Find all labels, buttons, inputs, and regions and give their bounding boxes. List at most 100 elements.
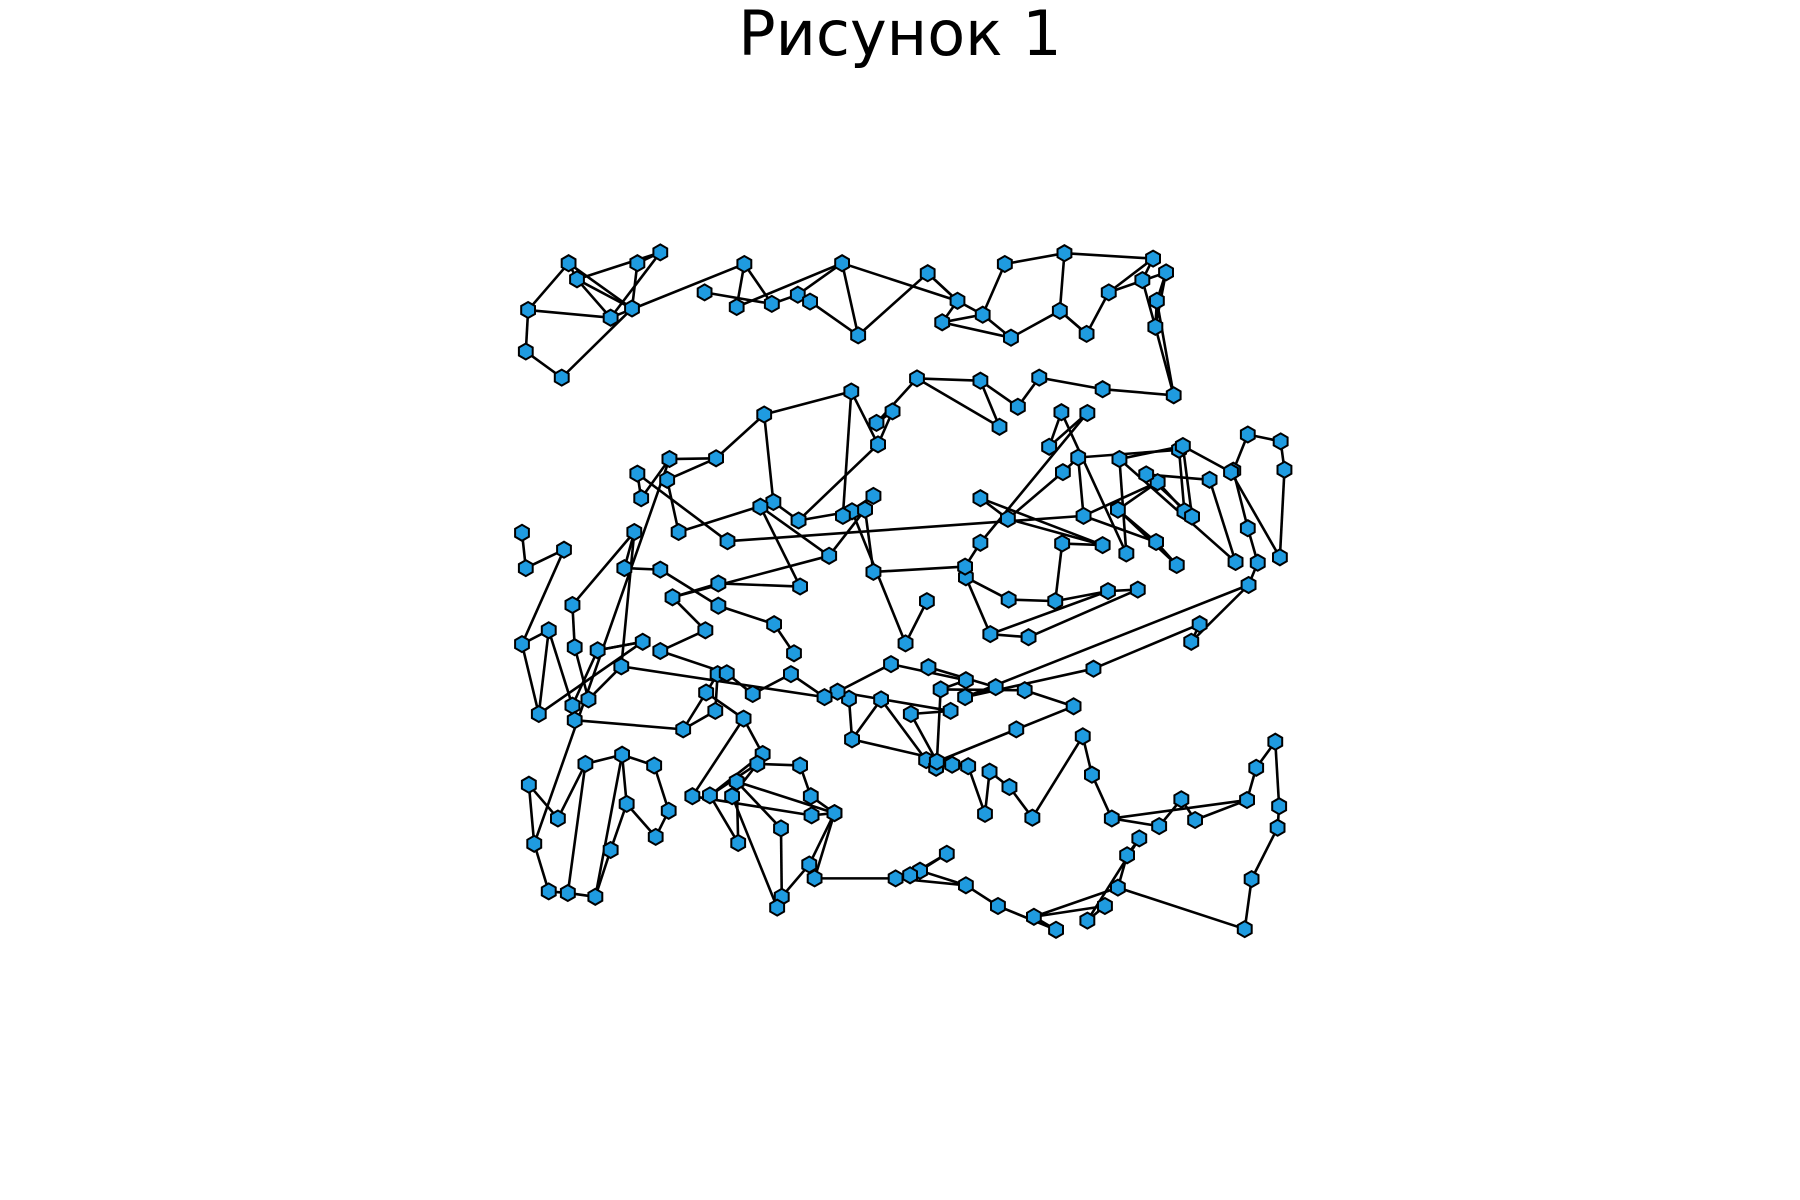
graph-node: [1100, 581, 1116, 601]
graph-node: [868, 413, 885, 433]
graph-edge: [1064, 251, 1154, 260]
graph-node: [1085, 659, 1102, 678]
graph-node: [990, 896, 1006, 916]
graph-node: [1165, 386, 1182, 405]
graph-edge: [857, 272, 929, 337]
graph-edge: [840, 262, 860, 336]
graph-node: [577, 754, 594, 774]
graph-edge: [1010, 309, 1061, 339]
graph-edge: [715, 413, 766, 460]
graph-node: [1183, 632, 1200, 651]
graph-edge: [1155, 300, 1175, 396]
graph-edge: [941, 321, 1012, 339]
graph-edge: [594, 754, 624, 898]
graph-node: [1009, 397, 1026, 416]
graph-node: [902, 866, 918, 885]
graph-node: [991, 417, 1008, 436]
graph-node: [1276, 460, 1293, 479]
graph-edge: [1055, 589, 1109, 603]
graph-node: [972, 533, 989, 552]
graph-edge: [841, 261, 958, 303]
graph-node: [803, 806, 820, 825]
graph-node: [675, 720, 692, 739]
graph-node: [1269, 818, 1286, 837]
graph-node: [1131, 829, 1148, 848]
graph-node: [883, 654, 899, 674]
graph-node: [708, 449, 724, 468]
graph-edge: [981, 263, 1007, 316]
graph-edge: [936, 728, 1017, 763]
graph-edge: [573, 646, 590, 700]
graph-node: [982, 624, 999, 644]
graph-node: [919, 264, 936, 283]
graph-node: [920, 658, 937, 677]
graph-node: [932, 680, 949, 699]
graph-node: [736, 254, 753, 274]
graph-node: [1110, 500, 1126, 519]
graph-edge: [850, 390, 880, 446]
graph-edge: [620, 531, 636, 667]
graph-edge: [1007, 517, 1103, 547]
graph-node: [647, 827, 664, 847]
graph-node: [944, 755, 961, 774]
graph-node: [1047, 591, 1064, 611]
graph-node: [756, 405, 773, 424]
graph-node: [540, 882, 557, 901]
graph-node: [698, 683, 715, 702]
graph-edge: [718, 582, 801, 588]
graph-node: [626, 522, 643, 542]
graph-node: [919, 591, 935, 611]
graph-node: [1168, 555, 1185, 575]
graph-node: [602, 840, 619, 860]
graph-node: [1243, 869, 1260, 889]
graph-node: [835, 506, 851, 526]
graph-node: [540, 621, 557, 640]
graph-edge: [979, 496, 1104, 547]
graph-node: [783, 664, 799, 684]
graph-edge: [717, 604, 775, 626]
graph-node: [850, 326, 867, 345]
graph-node: [792, 577, 808, 596]
graph-node: [614, 745, 630, 764]
graph-node: [559, 883, 576, 903]
graph-edge: [1250, 827, 1279, 880]
graph-edge: [797, 443, 879, 522]
graph-node: [957, 687, 973, 707]
graph-edge: [1107, 257, 1154, 294]
graph-node: [909, 369, 925, 388]
graph-node: [1138, 465, 1155, 484]
graph-node: [1201, 470, 1218, 489]
graph-edge: [1194, 798, 1248, 822]
graph-node: [1227, 552, 1244, 572]
graph-node: [1079, 403, 1096, 423]
graph-node: [1240, 575, 1257, 595]
graph-node: [942, 701, 959, 721]
graph-edge: [1177, 449, 1186, 512]
graph-node: [602, 308, 619, 327]
graph-edge: [1033, 886, 1119, 918]
graph-edge: [574, 718, 684, 731]
graph-edge: [808, 812, 836, 866]
graph-edge: [571, 531, 636, 606]
graph-node: [887, 869, 904, 888]
graph-edge: [1048, 411, 1089, 448]
graph-edge: [1060, 411, 1128, 555]
graph-node: [786, 644, 802, 663]
graph-edge: [1004, 251, 1065, 266]
graph-node: [520, 300, 536, 320]
graph-node: [1187, 810, 1203, 830]
graph-node: [834, 254, 850, 273]
graph-node: [652, 641, 669, 661]
graph-node: [684, 787, 701, 806]
graph-node: [1272, 432, 1289, 451]
graph-edge: [1083, 514, 1157, 544]
graph-edge: [1102, 387, 1174, 397]
graph-node: [826, 803, 843, 823]
graph-edge: [1181, 445, 1194, 517]
graph-node: [629, 464, 646, 483]
graph-edge: [571, 649, 599, 707]
graph-edge: [875, 377, 918, 424]
edges-layer: [520, 251, 1286, 932]
graph-edge: [873, 565, 966, 574]
graph-edge: [989, 589, 1109, 636]
